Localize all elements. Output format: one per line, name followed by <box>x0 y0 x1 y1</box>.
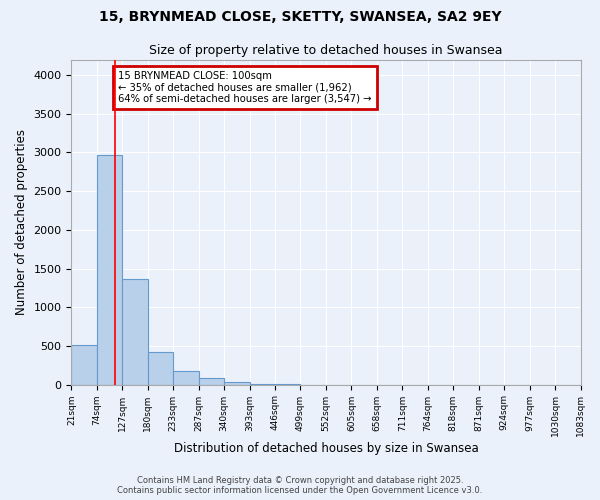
Bar <box>148 352 173 384</box>
Title: Size of property relative to detached houses in Swansea: Size of property relative to detached ho… <box>149 44 503 57</box>
Text: 15 BRYNMEAD CLOSE: 100sqm
← 35% of detached houses are smaller (1,962)
64% of se: 15 BRYNMEAD CLOSE: 100sqm ← 35% of detac… <box>118 71 372 104</box>
Text: Contains HM Land Registry data © Crown copyright and database right 2025.
Contai: Contains HM Land Registry data © Crown c… <box>118 476 482 495</box>
Bar <box>224 382 250 384</box>
Y-axis label: Number of detached properties: Number of detached properties <box>15 129 28 315</box>
Bar <box>71 345 97 385</box>
Bar <box>199 378 224 384</box>
X-axis label: Distribution of detached houses by size in Swansea: Distribution of detached houses by size … <box>173 442 478 455</box>
Bar <box>173 372 199 384</box>
Bar <box>97 154 122 384</box>
Text: 15, BRYNMEAD CLOSE, SKETTY, SWANSEA, SA2 9EY: 15, BRYNMEAD CLOSE, SKETTY, SWANSEA, SA2… <box>98 10 502 24</box>
Bar <box>122 280 148 384</box>
